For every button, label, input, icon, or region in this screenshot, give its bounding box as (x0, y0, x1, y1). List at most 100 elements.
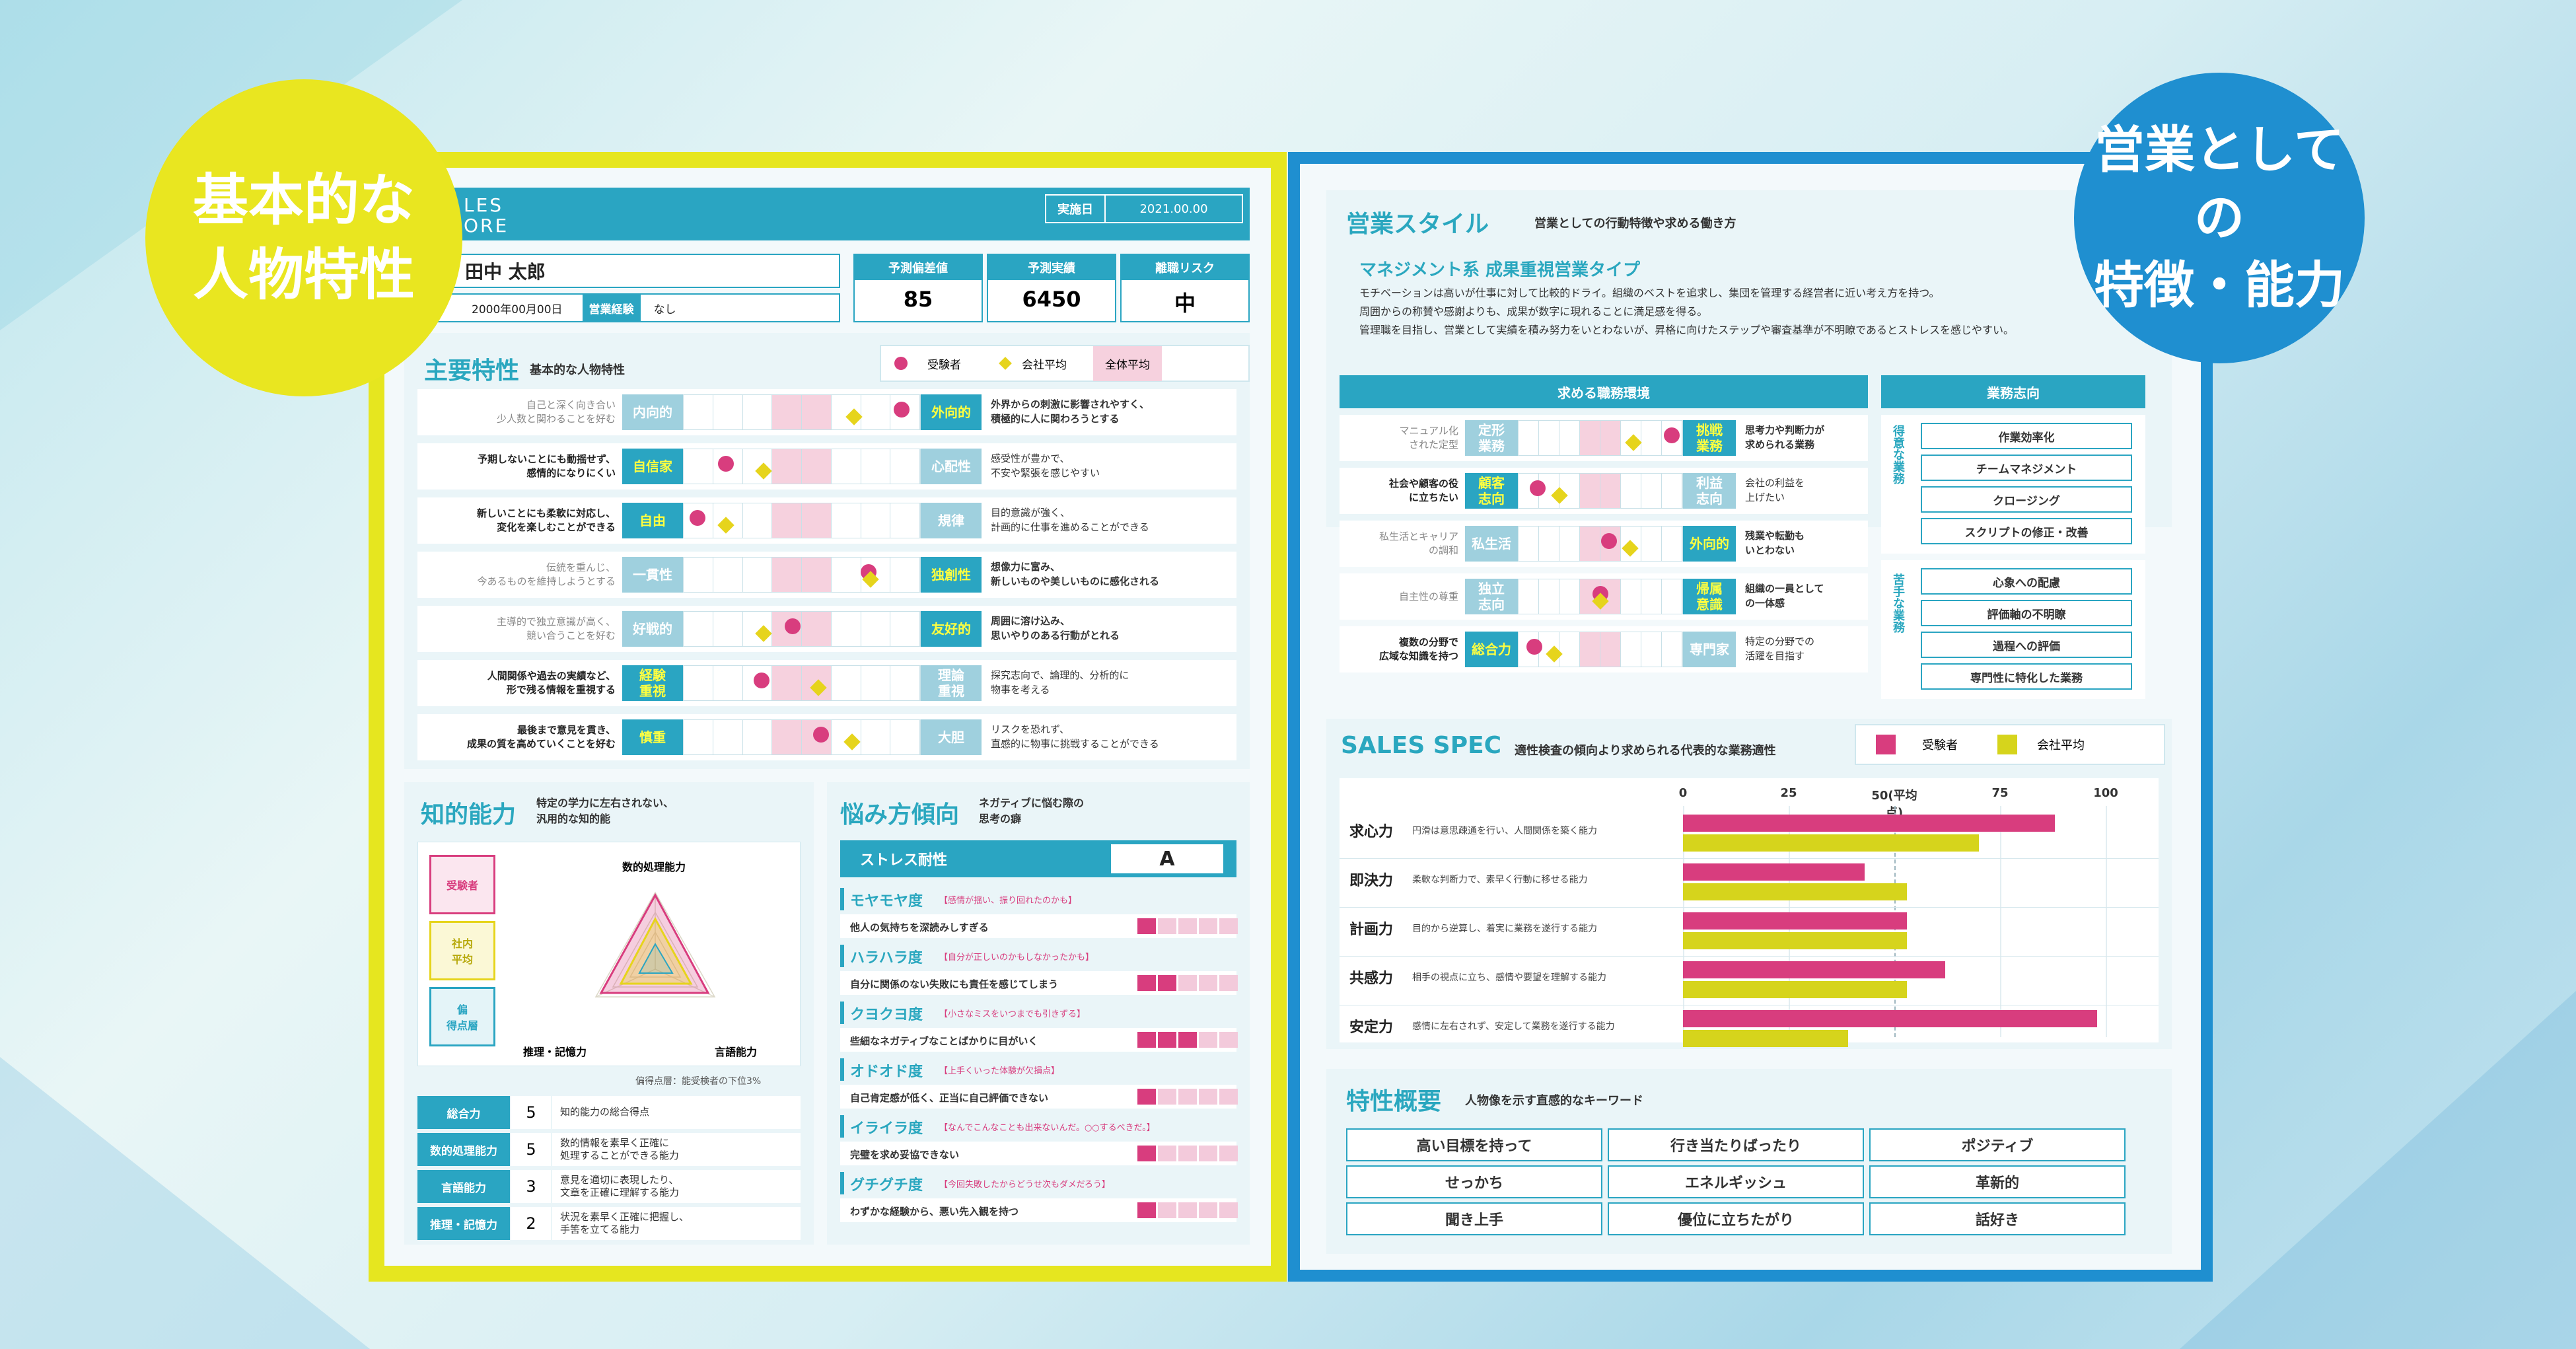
scale-cell (713, 666, 743, 700)
worry-desc: 自己肯定感が低く、正当に自己評価できない (850, 1092, 1049, 1104)
good-biz-item: 作業効率化 (1921, 423, 2132, 449)
trait-left-text: マニュアル化 された定型 (1399, 425, 1458, 451)
candidate-marker (1530, 480, 1546, 496)
keyword-chip: 革新的 (1869, 1165, 2126, 1198)
worry-name: モヤモヤ度 (850, 893, 923, 910)
trait-desc: 組織の一員として の一体感 (1745, 583, 1824, 609)
overview-subtitle: 人物像を示す直感的なキーワード (1465, 1094, 1643, 1108)
trait-pole-left: 慎重 (622, 719, 683, 755)
spec-row-name: 安定力 (1349, 1019, 1394, 1036)
intel-row-score: 5 (511, 1133, 551, 1166)
level-block (1199, 1032, 1217, 1048)
level-block (1199, 1089, 1217, 1105)
spec-bar-candidate (1683, 1010, 2098, 1027)
trait-pole-left: 好戦的 (622, 611, 683, 647)
legend-company-avg: 社内 平均 (429, 921, 495, 980)
trait-scale (683, 503, 921, 538)
scale-cell (832, 449, 861, 484)
stat-card: 予測偏差値 85 (853, 254, 983, 322)
trait-pole-left: 経験 重視 (622, 665, 683, 701)
worry-subtitle: ネガティブに悩む際の 思考の癖 (979, 797, 1085, 825)
trait-pole-left: 一貫性 (622, 557, 683, 593)
stat-card: 予測実績 6450 (987, 254, 1116, 322)
overview-title: 特性概要 (1346, 1088, 1442, 1115)
scale-cell (684, 503, 713, 538)
scale-cell (1662, 579, 1682, 614)
scale-cell (743, 395, 773, 429)
scale-cell (1641, 579, 1662, 614)
level-block (1199, 975, 1217, 991)
scale-cell (743, 612, 773, 646)
intel-title: 知的能力 (421, 801, 517, 828)
scale-cell (1559, 632, 1580, 667)
trait-row: 新しいことにも柔軟に対応し、 変化を楽しむことができる 自由 規律 目的意識が強く、 … (417, 497, 1236, 544)
scale-cell (1580, 421, 1600, 455)
worry-hint: 【小さなミスをいつまでも引きずる】 (939, 1009, 1086, 1019)
traits-title: 主要特性 (424, 357, 520, 384)
report-header-bar (404, 188, 1250, 240)
scale-cell (1539, 527, 1559, 561)
trait-pole-right: 理論 重視 (921, 665, 982, 701)
trait-pole-left: 総合力 (1465, 632, 1518, 667)
trait-pole-left: 自由 (622, 503, 683, 538)
trait-left-text: 人間関係や過去の実績など、 形で残る情報を重視する (487, 670, 616, 696)
spec-tick-label: 100 (2093, 786, 2118, 800)
trait-desc: 想像力に富み、 新しいものや美しいものに感化される (991, 561, 1160, 587)
trait-desc: 目的意識が強く、 計画的に仕事を進めることができる (991, 507, 1149, 533)
scale-cell (1519, 421, 1539, 455)
scale-cell (772, 395, 802, 429)
scale-cell (713, 558, 743, 592)
biz-header: 業務志向 (1881, 375, 2145, 408)
scale-cell (1641, 474, 1662, 508)
spec-bar-average (1683, 932, 1908, 949)
scale-cell (1600, 421, 1621, 455)
level-block (1199, 1146, 1217, 1161)
level-block (1178, 1202, 1197, 1218)
candidate-marker (1526, 639, 1542, 655)
trait-scale (1518, 420, 1683, 456)
scale-cell (1600, 632, 1621, 667)
scale-cell (832, 558, 861, 592)
intel-row-desc: 状況を素早く正確に把握し、 手筈を立てる能力 (552, 1207, 801, 1240)
keyword-chip: エネルギッシュ (1608, 1165, 1864, 1198)
trait-desc: 感受性が豊かで、 不安や緊張を感じやすい (991, 453, 1100, 479)
good-biz-item: チームマネジメント (1921, 455, 2132, 481)
worry-name: オドオド度 (850, 1064, 923, 1080)
trait-left-text: 私生活とキャリア の調和 (1378, 530, 1458, 556)
scale-cell (861, 666, 891, 700)
trait-desc: 特定の分野での 活躍を目指す (1745, 636, 1815, 662)
level-block (1199, 1202, 1217, 1218)
scale-cell (743, 449, 773, 484)
candidate-marker (894, 402, 910, 418)
background-shape (2180, 991, 2576, 1349)
trait-pole-left: 定形 業務 (1465, 420, 1518, 456)
spec-row-name: 共感力 (1349, 970, 1394, 987)
worry-desc: わずかな経験から、悪い先入観を持つ (850, 1206, 1019, 1218)
style-title: 営業スタイル (1346, 211, 1489, 238)
scale-cell (713, 503, 743, 538)
spec-bar-candidate (1683, 961, 1945, 978)
scale-cell (1580, 632, 1600, 667)
sales-traits-badge: 営業としての 特徴・能力 (2074, 73, 2365, 363)
scale-cell (1662, 527, 1682, 561)
scale-cell (1641, 421, 1662, 455)
candidate-marker (1663, 427, 1680, 443)
worry-accent (840, 945, 844, 967)
stat-card: 離職リスク 中 (1120, 254, 1250, 322)
scale-cell (743, 720, 773, 754)
scale-cell (684, 666, 713, 700)
traits-legend: 受験者 会社平均 全体平均 (880, 345, 1250, 382)
scale-cell (1519, 579, 1539, 614)
scale-cell (713, 612, 743, 646)
scale-cell (713, 720, 743, 754)
worry-accent (840, 1172, 844, 1194)
trait-pole-left: 私生活 (1465, 526, 1518, 562)
worry-hint: 【なんでこんなことも出来ないんだ。○○するべきだ。】 (939, 1123, 1155, 1133)
scale-cell (890, 666, 920, 700)
trait-scale (683, 611, 921, 647)
scale-cell (1539, 579, 1559, 614)
spec-row-divider (1340, 907, 2159, 908)
candidate-name: 田中 太郎 (404, 254, 840, 288)
candidate-marker (812, 727, 829, 743)
level-block (1219, 975, 1238, 991)
